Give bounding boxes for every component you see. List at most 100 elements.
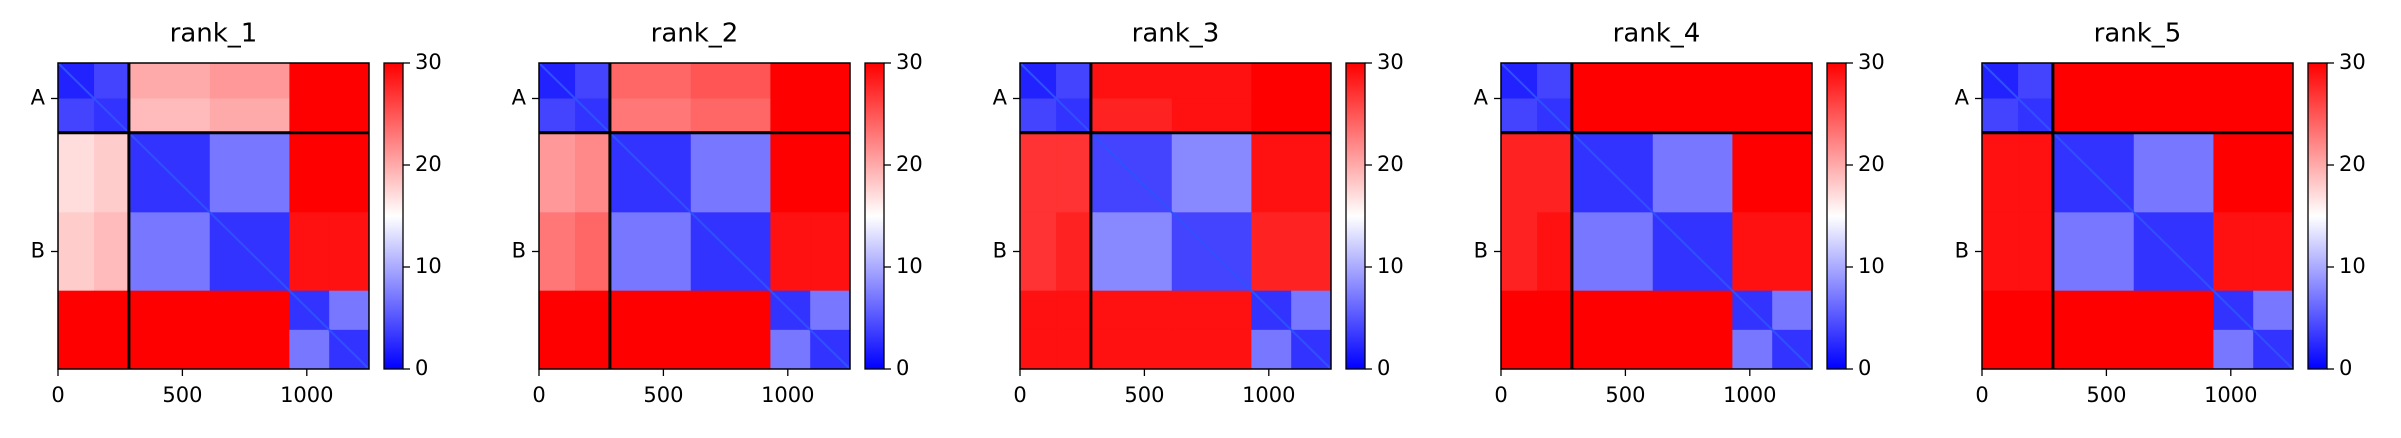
- heatmap-cell: [1772, 290, 1813, 331]
- colorbar-tick-label: 0: [1858, 356, 1871, 380]
- heatmap-cell: [1537, 329, 1574, 370]
- y-tick-label: B: [993, 238, 1007, 262]
- panel-title: rank_2: [651, 19, 739, 49]
- heatmap-cell: [1291, 63, 1332, 99]
- heatmap-cell: [1251, 98, 1292, 135]
- heatmap-cell: [810, 98, 851, 135]
- heatmap-cell: [1573, 98, 1654, 135]
- heatmap-cell: [1171, 133, 1252, 213]
- heatmap-cell: [1056, 133, 1093, 213]
- heatmap-cell: [2018, 212, 2055, 292]
- heatmap-cell: [130, 63, 211, 99]
- y-tick-label: A: [1955, 85, 1970, 109]
- heatmap-cell: [1501, 290, 1538, 331]
- heatmap-cell: [611, 63, 692, 99]
- heatmap-cell: [1537, 290, 1574, 331]
- colorbar-tick-label: 20: [896, 152, 923, 176]
- heatmap-cell: [810, 290, 851, 331]
- heatmap-cell: [2133, 290, 2214, 331]
- heatmap-cell: [58, 98, 95, 135]
- panel-title: rank_5: [2094, 19, 2182, 49]
- heatmap-cell: [1982, 212, 2019, 292]
- heatmap-cell: [1537, 133, 1574, 213]
- x-tick-label: 0: [51, 383, 64, 407]
- heatmap-cell: [575, 63, 612, 99]
- heatmap-cell: [2253, 212, 2294, 292]
- heatmap-cell: [1291, 290, 1332, 331]
- heatmap-cell: [130, 329, 211, 370]
- plot-frame: [538, 62, 851, 370]
- heatmap-cell: [2054, 98, 2135, 135]
- colorbar-tick-label: 10: [896, 254, 923, 278]
- heatmap-cell: [2253, 133, 2294, 213]
- heatmap-cell: [130, 290, 211, 331]
- heatmap-cell: [575, 133, 612, 213]
- heatmap-cell: [1732, 63, 1773, 99]
- colorbar: [383, 62, 404, 370]
- heatmap-cell: [575, 290, 612, 331]
- heatmap-cell: [2054, 63, 2135, 99]
- x-tick-label: 500: [162, 383, 202, 407]
- heatmap-cell: [1732, 98, 1773, 135]
- heatmap-cell: [1056, 212, 1093, 292]
- heatmap-cell: [209, 290, 290, 331]
- heatmap-cell: [1092, 98, 1173, 135]
- heatmap-cell: [1772, 133, 1813, 213]
- heatmap-cell: [209, 98, 290, 135]
- heatmap-cell: [2133, 63, 2214, 99]
- heatmap-cell: [1291, 212, 1332, 292]
- heatmap-cell: [539, 290, 576, 331]
- colorbar-tick-label: 30: [415, 50, 442, 74]
- heatmap-cell: [329, 212, 370, 292]
- heatmap-cell: [1732, 133, 1773, 213]
- panel: rank_5 0 500 1000 A B 0 10 20 30: [1955, 19, 2366, 408]
- heatmap-cell: [1732, 329, 1773, 370]
- x-tick-label: 500: [1605, 383, 1645, 407]
- heatmap-cell: [1056, 329, 1093, 370]
- panel-title: rank_4: [1613, 19, 1701, 49]
- heatmap-cell: [2054, 329, 2135, 370]
- heatmap-cell: [2133, 329, 2214, 370]
- x-tick-label: 1000: [1723, 383, 1776, 407]
- heatmap-cell: [1772, 212, 1813, 292]
- heatmap-cell: [1652, 63, 1733, 99]
- x-tick-label: 500: [643, 383, 683, 407]
- heatmap-cell: [130, 98, 211, 135]
- heatmap-cell: [539, 133, 576, 213]
- colorbar-tick-label: 0: [2339, 356, 2352, 380]
- heatmap-cell: [94, 63, 131, 99]
- colorbar-tick-label: 0: [896, 356, 909, 380]
- heatmap-cell: [770, 98, 811, 135]
- heatmap-cell: [329, 290, 370, 331]
- heatmap-cell: [2213, 133, 2254, 213]
- y-tick-label: A: [993, 85, 1008, 109]
- heatmap-cell: [58, 133, 95, 213]
- panel: rank_4 0 500 1000 A B 0 10 20 30: [1474, 19, 1885, 408]
- heatmap-cell: [1251, 63, 1292, 99]
- heatmap-cell: [1056, 63, 1093, 99]
- colorbar-tick-label: 20: [2339, 152, 2366, 176]
- y-tick-label: B: [1955, 238, 1969, 262]
- x-tick-label: 1000: [761, 383, 814, 407]
- heatmap-cell: [1652, 98, 1733, 135]
- heatmap-cell: [329, 133, 370, 213]
- heatmap-cell: [575, 329, 612, 370]
- heatmap-cell: [770, 133, 811, 213]
- heatmap-cell: [209, 63, 290, 99]
- heatmap-cell: [770, 212, 811, 292]
- colorbar-tick-label: 30: [1858, 50, 1885, 74]
- heatmap-cell: [2018, 63, 2055, 99]
- y-tick-label: A: [1474, 85, 1489, 109]
- heatmap-cell: [1020, 329, 1057, 370]
- heatmap-cell: [2133, 133, 2214, 213]
- x-tick-label: 0: [1975, 383, 1988, 407]
- heatmap-cell: [1291, 98, 1332, 135]
- heatmap-cell: [539, 212, 576, 292]
- heatmap-cell: [2018, 133, 2055, 213]
- heatmap-cell: [1171, 329, 1252, 370]
- panel: rank_1 0 500 1000 A B 0 10 20 30: [31, 19, 442, 408]
- heatmap-cell: [2253, 63, 2294, 99]
- heatmap-cell: [2054, 212, 2135, 292]
- heatmap-cell: [289, 133, 330, 213]
